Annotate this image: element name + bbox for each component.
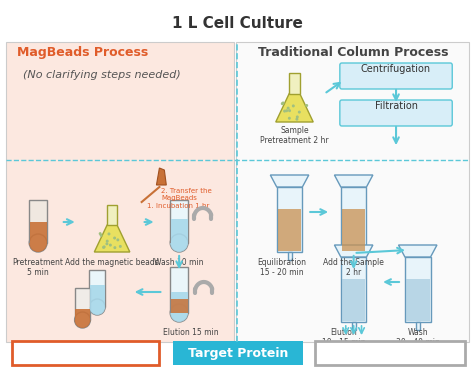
Text: Add the Sample
2 hr: Add the Sample 2 hr (323, 258, 384, 278)
Text: Total Time:: Total Time: (29, 348, 85, 358)
Ellipse shape (29, 234, 47, 252)
Circle shape (103, 245, 106, 248)
Ellipse shape (90, 299, 105, 315)
FancyBboxPatch shape (6, 42, 234, 342)
FancyBboxPatch shape (11, 341, 159, 365)
FancyBboxPatch shape (341, 257, 366, 322)
Circle shape (106, 240, 109, 243)
Text: Elution 15 min: Elution 15 min (163, 328, 219, 337)
Text: Sample
Pretreatment 2 hr: Sample Pretreatment 2 hr (260, 126, 329, 145)
Text: Target Protein: Target Protein (188, 346, 289, 360)
Wedge shape (74, 320, 91, 328)
Circle shape (100, 234, 102, 237)
Ellipse shape (170, 234, 188, 252)
FancyBboxPatch shape (171, 299, 188, 313)
Wedge shape (90, 307, 105, 315)
Text: Add the magnetic beads: Add the magnetic beads (65, 258, 159, 267)
Text: MagBeads Process: MagBeads Process (17, 46, 148, 58)
Circle shape (99, 232, 101, 235)
Text: Total Time:: Total Time: (334, 348, 390, 358)
Text: 1. Incubation 1 hr: 1. Incubation 1 hr (146, 203, 209, 209)
Text: Wash
30 - 40 min: Wash 30 - 40 min (396, 328, 440, 347)
Circle shape (287, 107, 290, 110)
Text: < 2 hr: < 2 hr (85, 346, 133, 360)
Circle shape (298, 111, 301, 114)
FancyBboxPatch shape (171, 292, 188, 313)
Circle shape (109, 243, 112, 246)
Text: > 4 hr: > 4 hr (390, 346, 438, 360)
Circle shape (296, 115, 299, 118)
FancyBboxPatch shape (170, 267, 188, 313)
FancyBboxPatch shape (342, 279, 365, 321)
Text: 2. Transfer the
MagBeads: 2. Transfer the MagBeads (161, 188, 212, 201)
Text: (No clarifying steps needed): (No clarifying steps needed) (23, 70, 181, 80)
Circle shape (281, 102, 284, 105)
FancyBboxPatch shape (90, 270, 105, 307)
FancyBboxPatch shape (289, 73, 300, 94)
FancyBboxPatch shape (340, 100, 452, 126)
Circle shape (113, 246, 116, 249)
FancyBboxPatch shape (278, 209, 301, 251)
Wedge shape (170, 313, 188, 322)
Circle shape (105, 242, 109, 245)
Wedge shape (170, 243, 188, 252)
Polygon shape (156, 168, 166, 185)
Ellipse shape (170, 304, 188, 322)
Text: Filtration: Filtration (374, 101, 418, 111)
FancyBboxPatch shape (170, 200, 188, 243)
Circle shape (305, 104, 308, 107)
FancyBboxPatch shape (171, 219, 188, 243)
Polygon shape (335, 245, 373, 257)
Polygon shape (399, 245, 437, 257)
FancyBboxPatch shape (30, 222, 46, 243)
Circle shape (285, 109, 288, 112)
Circle shape (113, 236, 116, 239)
Text: Equilibration
15 - 20 min: Equilibration 15 - 20 min (257, 258, 306, 278)
FancyBboxPatch shape (342, 209, 365, 251)
FancyBboxPatch shape (315, 341, 465, 365)
Wedge shape (29, 243, 47, 252)
Text: Traditional Column Process: Traditional Column Process (258, 46, 449, 58)
FancyBboxPatch shape (406, 279, 429, 321)
FancyBboxPatch shape (107, 205, 117, 225)
FancyBboxPatch shape (90, 285, 105, 307)
Text: Wash 10 min: Wash 10 min (155, 258, 204, 267)
Circle shape (282, 101, 284, 104)
Polygon shape (94, 225, 130, 252)
Circle shape (119, 245, 122, 248)
Text: Centrifugation: Centrifugation (361, 64, 431, 74)
Polygon shape (335, 175, 373, 187)
FancyBboxPatch shape (340, 63, 452, 89)
Ellipse shape (74, 312, 91, 328)
Circle shape (288, 109, 291, 112)
Circle shape (117, 238, 119, 241)
Circle shape (102, 246, 105, 249)
FancyBboxPatch shape (74, 288, 91, 320)
Polygon shape (270, 175, 309, 187)
FancyBboxPatch shape (173, 341, 303, 365)
FancyBboxPatch shape (341, 187, 366, 252)
FancyBboxPatch shape (352, 252, 356, 260)
FancyBboxPatch shape (29, 200, 47, 243)
Circle shape (108, 232, 110, 235)
FancyBboxPatch shape (237, 42, 469, 342)
FancyBboxPatch shape (288, 252, 292, 260)
FancyBboxPatch shape (75, 309, 90, 320)
Text: 1 L Cell Culture: 1 L Cell Culture (172, 16, 303, 31)
Polygon shape (276, 94, 313, 122)
FancyBboxPatch shape (405, 257, 430, 322)
Circle shape (288, 117, 291, 120)
Text: Elution
10 - 15 min: Elution 10 - 15 min (322, 328, 365, 347)
Circle shape (283, 110, 286, 112)
Text: Pretreatment
5 min: Pretreatment 5 min (13, 258, 64, 278)
Circle shape (295, 118, 299, 121)
FancyBboxPatch shape (352, 322, 356, 330)
FancyBboxPatch shape (416, 322, 419, 330)
FancyBboxPatch shape (277, 187, 302, 252)
Circle shape (292, 104, 295, 107)
